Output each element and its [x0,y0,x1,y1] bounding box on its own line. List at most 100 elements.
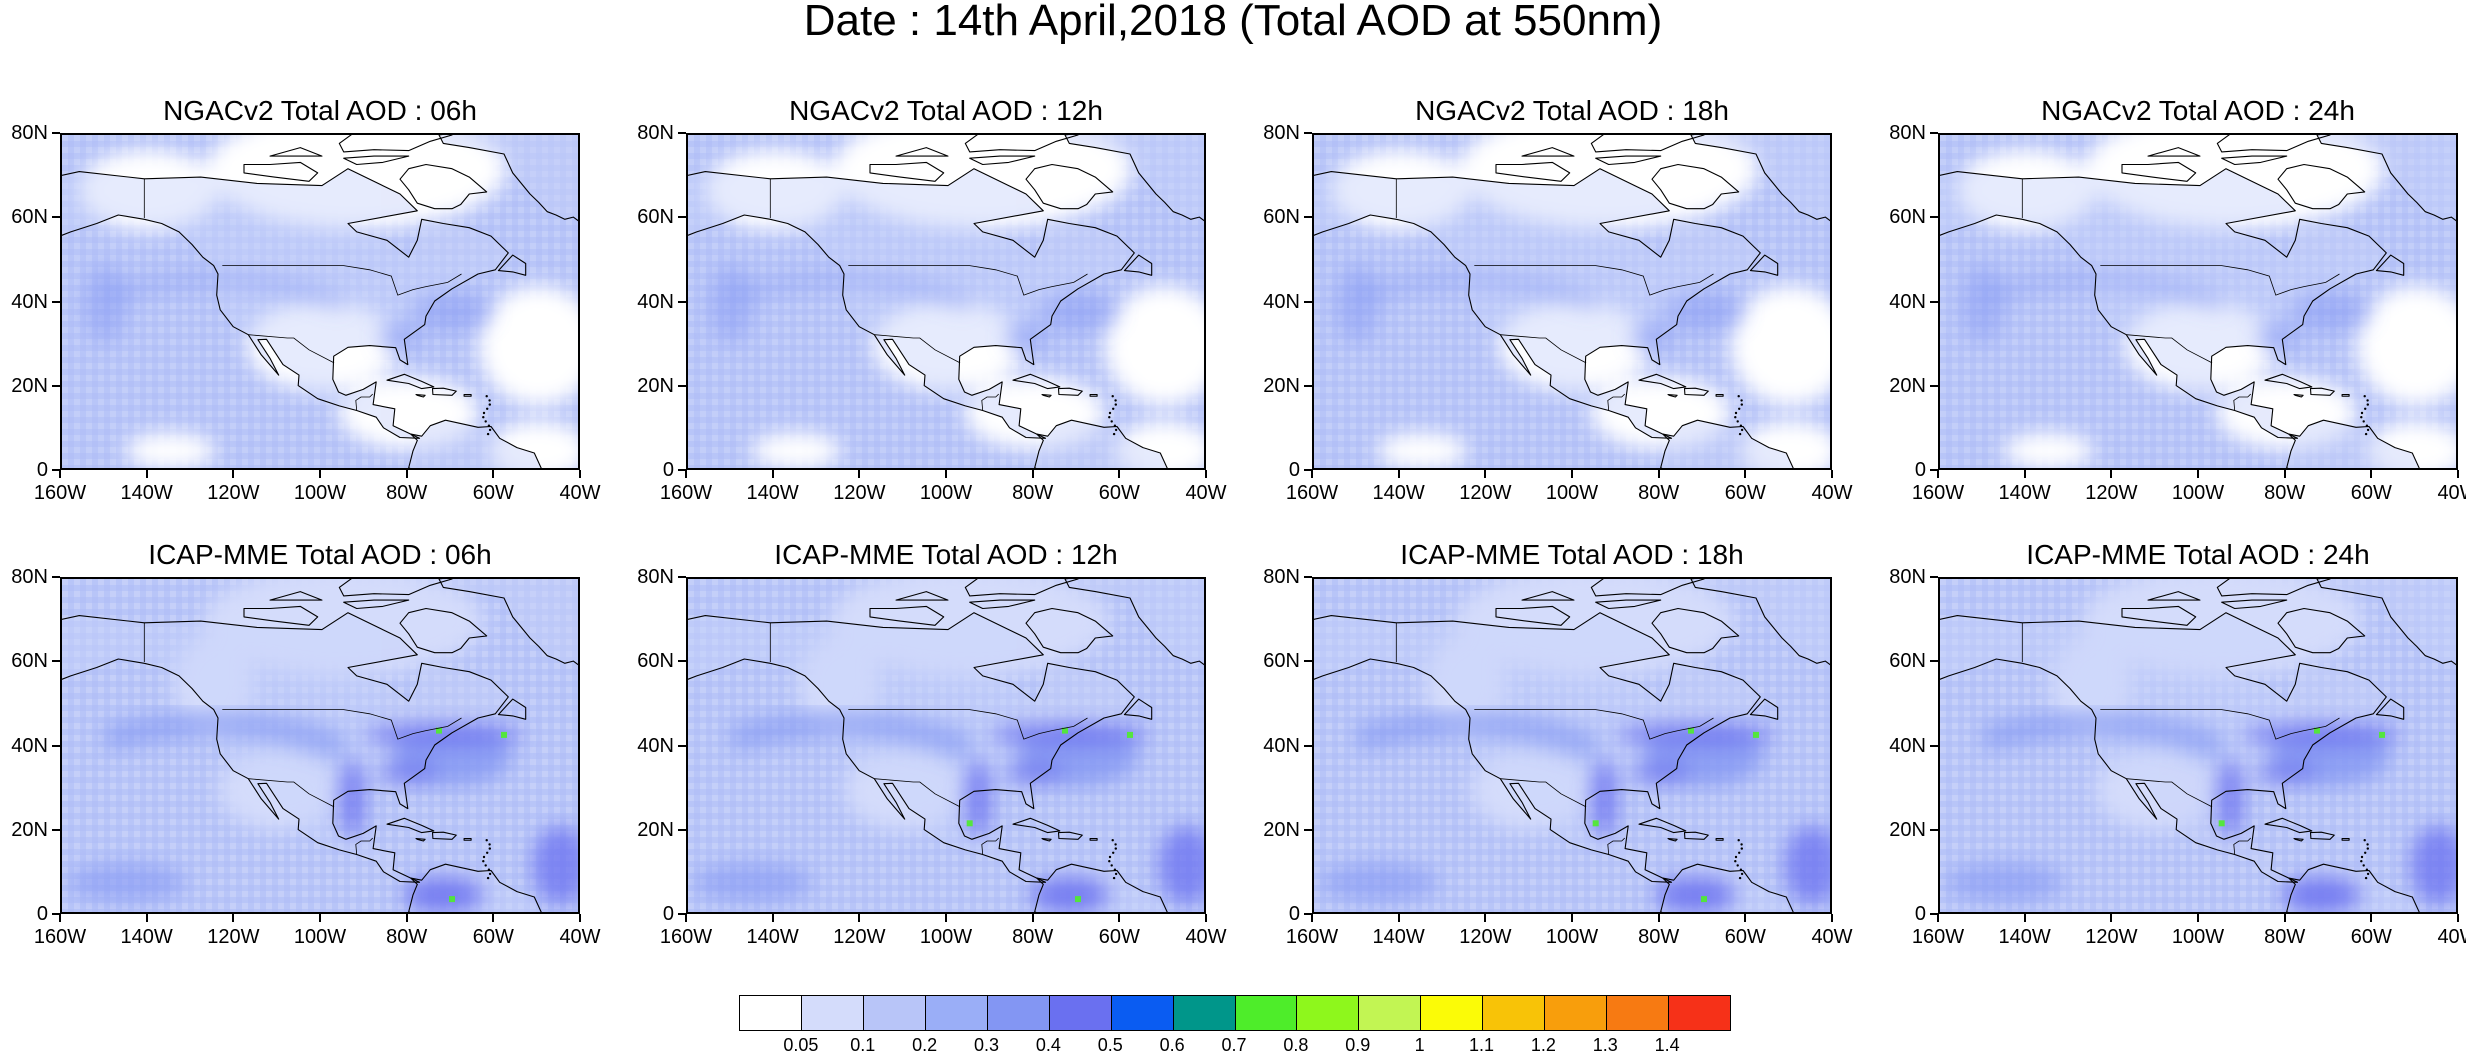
aod-map [686,577,1206,914]
lon-tick [1744,470,1747,478]
lon-tick [405,914,408,922]
colorbar-swatch [986,996,1049,1030]
map-panel: ICAP-MME Total AOD : 06h 80N 60N 40N 20N 0 160… [11,539,600,948]
lon-tick [579,470,581,478]
colorbar-level-label: 1 [1414,1035,1425,1055]
lon-tick [2197,470,2199,478]
map-panel: ICAP-MME Total AOD : 12h 80N 60N 40N 20N 0 160… [637,539,1226,948]
lon-tick-label: 100W [2171,926,2225,948]
lat-tick [52,469,60,471]
panel-title: NGACv2 Total AOD : 06h [163,95,477,126]
lon-tick [1937,914,1939,922]
lat-tick-label: 0 [1288,459,1300,481]
colorbar-swatch [1234,996,1297,1030]
lon-tick-label: 80W [1638,926,1680,948]
lat-tick [1304,216,1312,219]
lon-tick [1744,914,1747,922]
colorbar-level-label: 0.6 [1159,1035,1185,1055]
lon-tick-label: 140W [746,482,799,504]
lon-tick [2457,470,2459,478]
lon-tick [2370,914,2373,922]
lon-tick [1397,470,1400,478]
lat-tick [1930,469,1938,471]
lon-tick [1937,470,1939,478]
colorbar-level-label: 1.3 [1592,1035,1618,1055]
lat-tick-label: 60N [1263,206,1300,229]
lat-tick-label: 40N [1263,290,1300,313]
colorbar-swatch [1172,996,1235,1030]
colorbar-level-label: 0.4 [1035,1035,1061,1055]
lat-tick-label: 0 [36,459,48,481]
lon-tick [1311,914,1313,922]
lon-tick [2110,914,2113,922]
lon-tick-label: 120W [833,926,886,948]
lon-tick-label: 100W [919,482,973,504]
panel-title: NGACv2 Total AOD : 24h [2041,95,2355,126]
lat-tick-label: 0 [662,903,674,925]
lat-tick [1304,744,1312,747]
lon-tick [945,914,947,922]
lon-tick-label: 160W [659,482,713,504]
lon-tick-label: 160W [1911,926,1965,948]
lon-tick [319,914,321,922]
lat-tick [1930,384,1938,387]
lon-tick [1205,914,1207,922]
panel-title: ICAP-MME Total AOD : 06h [148,539,492,570]
lat-tick [678,469,686,471]
colorbar-level-label: 1.4 [1654,1035,1680,1055]
lon-tick [1311,470,1313,478]
lat-tick [52,828,60,831]
lat-tick-label: 80N [1263,566,1300,588]
lat-tick-label: 40N [1889,734,1926,757]
lon-tick-label: 160W [1911,482,1965,504]
lon-tick [2283,470,2286,478]
lat-tick [1930,300,1938,303]
lat-tick-label: 0 [1914,903,1926,925]
lon-tick [1484,470,1487,478]
lon-tick [579,914,581,922]
lon-tick-label: 60W [472,926,514,948]
colorbar-swatch [1048,996,1111,1030]
lat-tick [52,384,60,387]
colorbar-level-label: 0.7 [1221,1035,1247,1055]
lat-tick [678,384,686,387]
lat-tick [678,913,686,915]
colorbar-level-label: 0.8 [1283,1035,1309,1055]
lon-tick [2023,914,2026,922]
lon-tick-label: 60W [1098,926,1140,948]
aod-map [1312,133,1832,470]
colorbar-swatch [1668,996,1730,1030]
lat-tick-label: 0 [1914,459,1926,481]
map-panel: NGACv2 Total AOD : 18h 80N 60N 40N 20N 0 160W 1… [1263,95,1852,504]
lat-tick-label: 40N [637,290,674,313]
lat-tick-label: 20N [1263,818,1300,841]
colorbar-level-label: 0.3 [973,1035,1000,1055]
panel-title: ICAP-MME Total AOD : 12h [774,539,1118,570]
colorbar-swatch [1544,996,1607,1030]
lon-tick [59,914,61,922]
lon-tick-label: 140W [120,926,173,948]
map-panel: ICAP-MME Total AOD : 24h 80N 60N 40N 20N 0 160… [1889,539,2466,948]
aod-map [1938,577,2458,914]
lat-tick [52,913,60,915]
lon-tick-label: 60W [1724,482,1766,504]
lon-tick-label: 120W [2085,482,2138,504]
lon-tick-label: 140W [120,482,173,504]
lon-tick-label: 80W [386,482,428,504]
lon-tick-label: 120W [207,482,260,504]
lon-tick-label: 140W [746,926,799,948]
lon-tick [1031,470,1034,478]
lon-tick-label: 80W [2264,926,2306,948]
map-panel: NGACv2 Total AOD : 12h 80N 60N 40N 20N 0 160W 1… [637,95,1226,504]
lon-tick-label: 160W [33,482,87,504]
lon-tick-label: 140W [1998,926,2051,948]
lat-tick-label: 40N [11,734,48,757]
lon-tick-label: 100W [1545,926,1599,948]
lat-tick-label: 80N [11,122,48,144]
aod-map [1312,577,1832,914]
lat-tick-label: 80N [637,566,674,588]
lon-tick-label: 140W [1372,482,1425,504]
lon-tick [2370,470,2373,478]
lon-tick-label: 40W [559,482,601,504]
lon-tick-label: 120W [2085,926,2138,948]
